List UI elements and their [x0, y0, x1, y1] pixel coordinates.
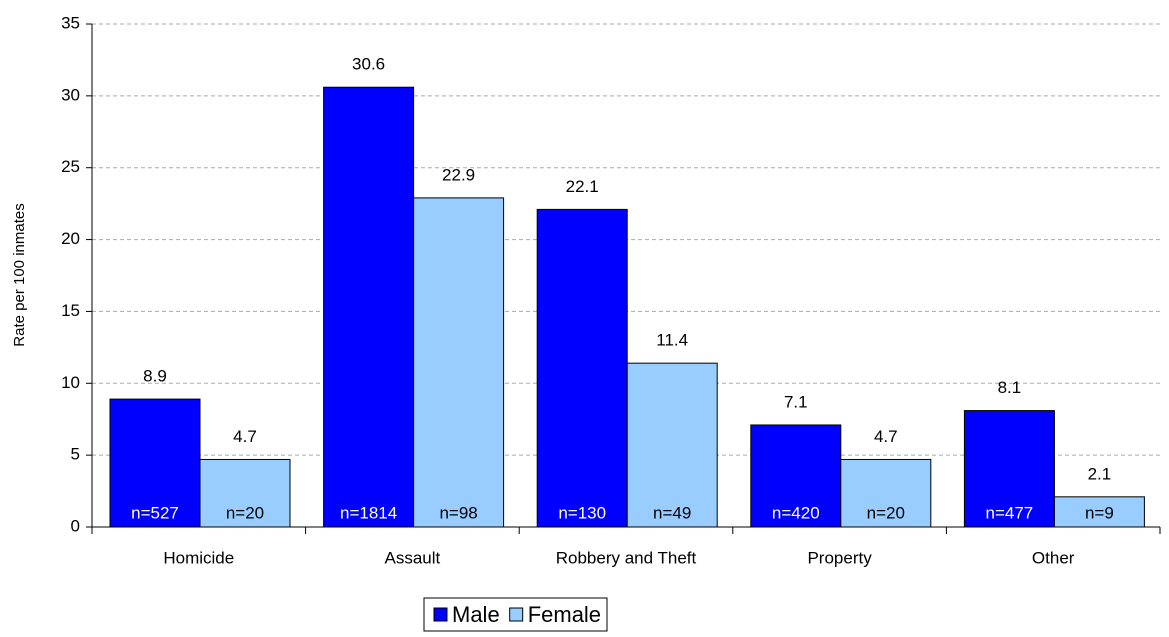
n-label: n=527	[131, 503, 179, 522]
n-label: n=1814	[340, 503, 397, 522]
x-tick-label: Assault	[385, 548, 441, 567]
legend-label: Female	[528, 602, 601, 627]
bar	[750, 424, 842, 528]
y-tick-label: 25	[61, 157, 80, 176]
y-tick-label: 5	[71, 445, 80, 464]
x-tick-label: Other	[1032, 548, 1075, 567]
y-tick-label: 20	[61, 229, 80, 248]
bar	[109, 398, 201, 528]
y-tick-label: 30	[61, 85, 80, 104]
bar	[626, 362, 718, 528]
value-label: 7.1	[784, 392, 808, 411]
value-label: 4.7	[233, 427, 257, 446]
legend-swatch	[433, 607, 448, 622]
n-label: n=420	[772, 503, 820, 522]
x-tick-label: Robbery and Theft	[556, 548, 697, 567]
x-tick-label: Homicide	[163, 548, 234, 567]
value-label: 2.1	[1088, 464, 1112, 483]
bar	[1053, 496, 1145, 528]
y-axis-label: Rate per 100 inmates	[11, 203, 28, 346]
legend-label: Male	[452, 602, 500, 627]
y-tick-label: 35	[61, 13, 80, 32]
value-label: 4.7	[874, 427, 898, 446]
y-tick-label: 15	[61, 301, 80, 320]
bar	[536, 208, 628, 528]
bar	[963, 410, 1055, 528]
n-label: n=9	[1085, 503, 1114, 522]
y-tick-label: 0	[71, 516, 80, 535]
x-tick-label: Property	[807, 548, 872, 567]
bar	[323, 86, 415, 528]
value-label: 8.9	[143, 367, 167, 386]
n-label: n=477	[986, 503, 1034, 522]
legend-swatch	[509, 607, 524, 622]
n-label: n=20	[226, 503, 264, 522]
n-label: n=20	[867, 503, 905, 522]
n-label: n=130	[558, 503, 606, 522]
bar	[840, 458, 932, 528]
y-tick-label: 10	[61, 373, 80, 392]
bar	[199, 458, 291, 528]
value-label: 22.1	[566, 177, 599, 196]
bar	[413, 197, 505, 528]
value-label: 30.6	[352, 55, 385, 74]
value-label: 8.1	[998, 378, 1022, 397]
value-label: 22.9	[442, 165, 475, 184]
value-label: 11.4	[656, 331, 688, 350]
n-label: n=49	[653, 503, 691, 522]
n-label: n=98	[439, 503, 477, 522]
